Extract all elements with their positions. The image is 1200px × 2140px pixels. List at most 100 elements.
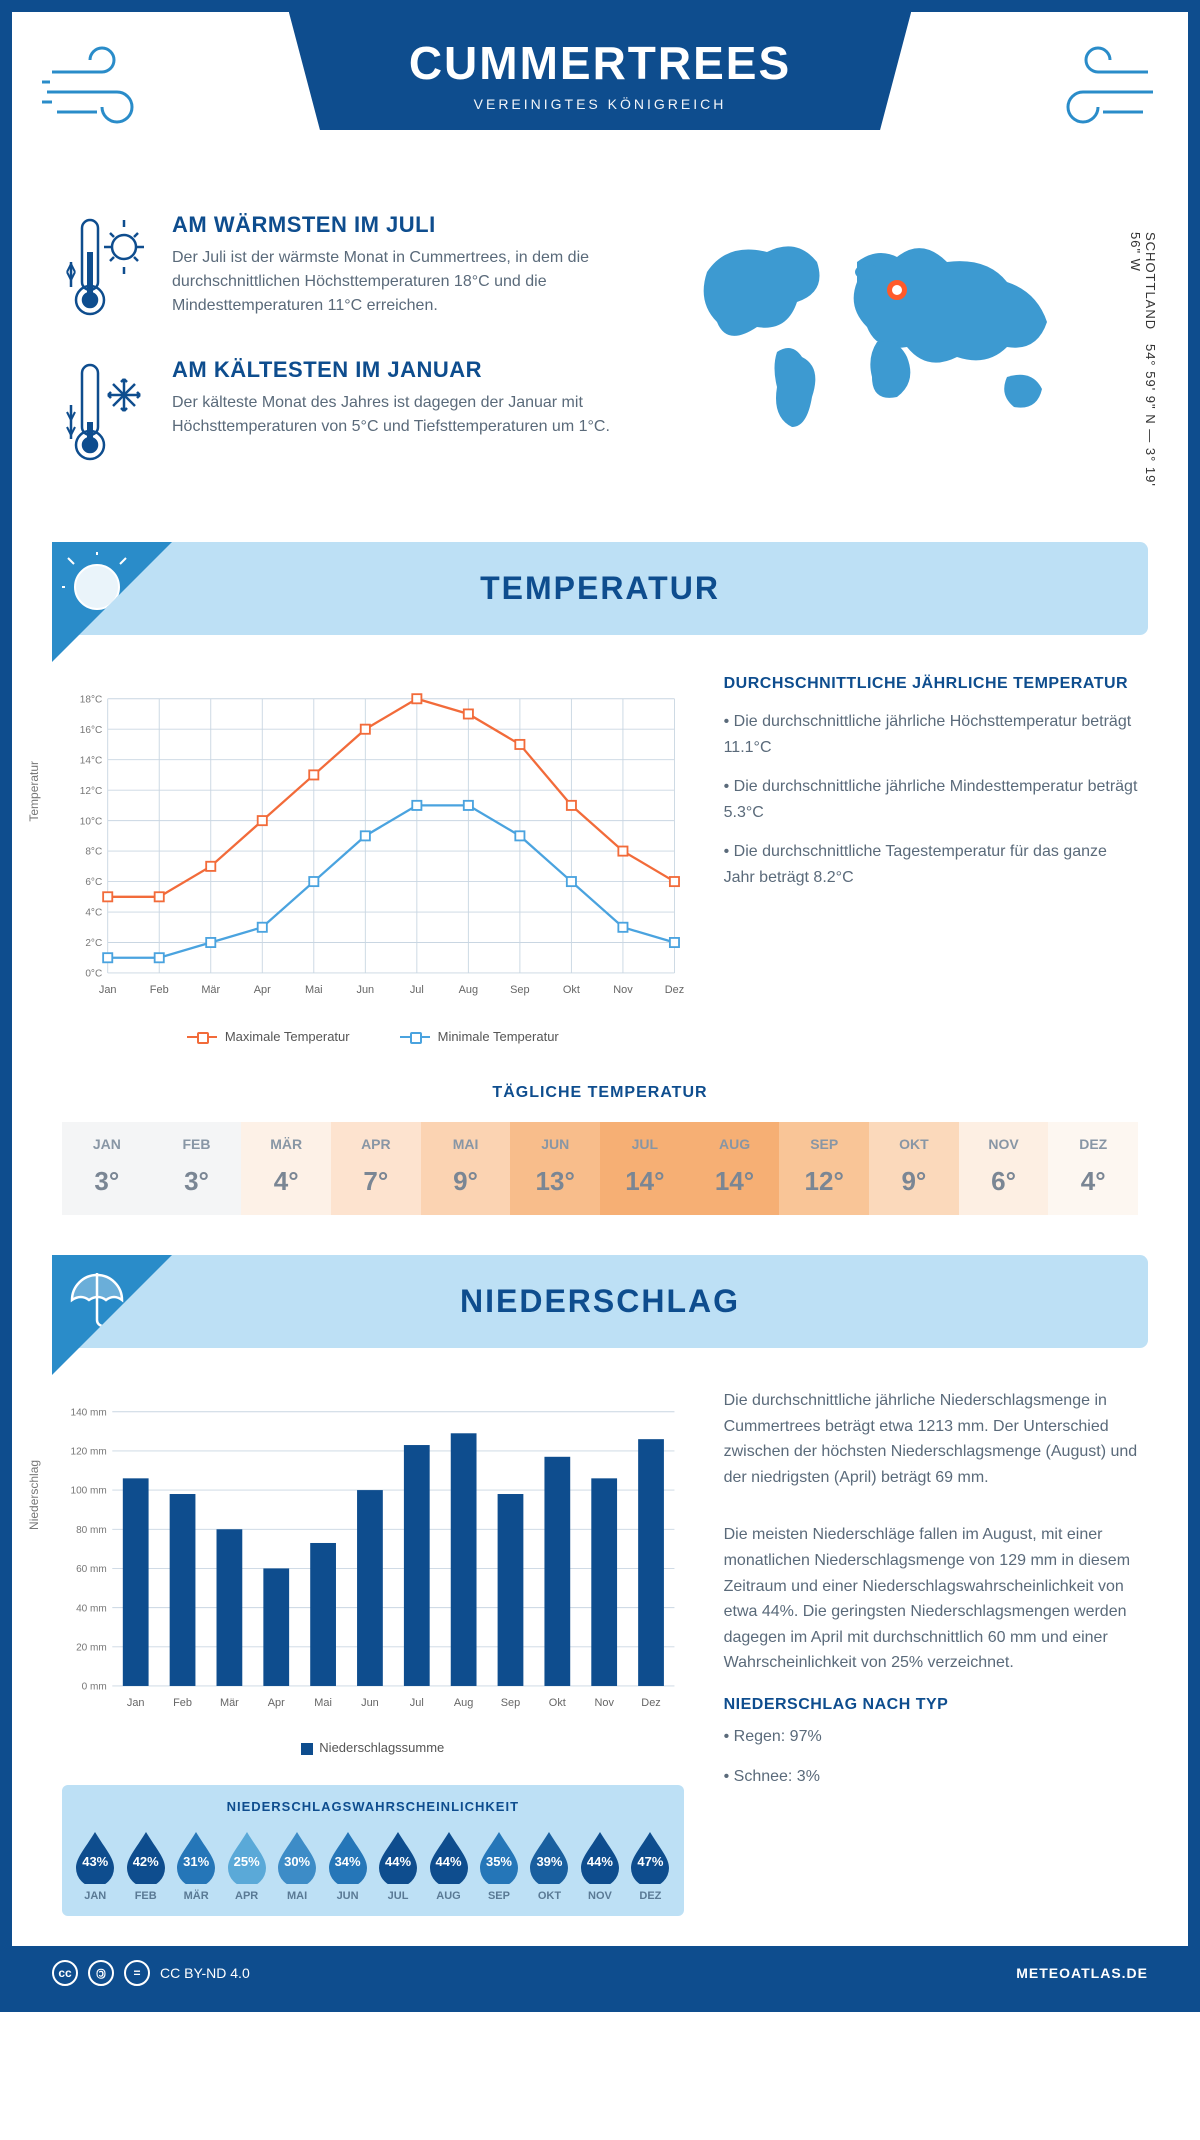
avg-temp-heading: DURCHSCHNITTLICHE JÄHRLICHE TEMPERATUR — [724, 675, 1138, 693]
svg-text:10°C: 10°C — [80, 816, 102, 827]
by-icon: 🄯 — [88, 1960, 114, 1986]
svg-text:40 mm: 40 mm — [76, 1603, 107, 1614]
legend: Maximale Temperatur Minimale Temperatur — [62, 1029, 684, 1044]
svg-text:120 mm: 120 mm — [70, 1447, 106, 1458]
svg-text:0°C: 0°C — [85, 969, 102, 980]
probability-drop: 42%FEB — [122, 1828, 168, 1902]
temperature-line-chart: Temperatur 0°C2°C4°C6°C8°C10°C12°C14°C16… — [62, 675, 684, 1015]
svg-text:140 mm: 140 mm — [70, 1407, 106, 1418]
daily-temp-cell: MÄR4° — [241, 1122, 331, 1215]
svg-text:14°C: 14°C — [80, 755, 102, 766]
svg-text:6°C: 6°C — [85, 877, 102, 888]
daily-temp-cell: MAI9° — [421, 1122, 511, 1215]
daily-temp-cell: FEB3° — [152, 1122, 242, 1215]
svg-text:Nov: Nov — [594, 1697, 614, 1709]
svg-text:Aug: Aug — [454, 1697, 474, 1709]
daily-temp-cell: JUL14° — [600, 1122, 690, 1215]
precip-para1: Die durchschnittliche jährliche Niedersc… — [724, 1388, 1138, 1490]
svg-text:Sep: Sep — [501, 1697, 521, 1709]
svg-text:Okt: Okt — [549, 1697, 566, 1709]
daily-temp-cell: AUG14° — [690, 1122, 780, 1215]
title-ribbon: CUMMERTREES VEREINIGTES KÖNIGREICH — [289, 12, 911, 130]
precip-type-bullet: • Regen: 97% — [724, 1724, 1138, 1750]
svg-text:16°C: 16°C — [80, 725, 102, 736]
daily-temp-cell: OKT9° — [869, 1122, 959, 1215]
precipitation-heading: NIEDERSCHLAG — [52, 1283, 1148, 1320]
daily-temp-cell: JAN3° — [62, 1122, 152, 1215]
probability-drop: 31%MÄR — [173, 1828, 219, 1902]
svg-text:Dez: Dez — [665, 984, 684, 996]
coldest-text: Der kälteste Monat des Jahres ist dagege… — [172, 391, 627, 439]
svg-text:Jun: Jun — [356, 984, 374, 996]
page-subtitle: VEREINIGTES KÖNIGREICH — [409, 96, 791, 112]
page-title: CUMMERTREES — [409, 36, 791, 90]
svg-text:Feb: Feb — [150, 984, 169, 996]
wind-icon-left — [42, 42, 162, 137]
svg-text:Feb: Feb — [173, 1697, 192, 1709]
precip-type-bullet: • Schnee: 3% — [724, 1764, 1138, 1790]
wind-icon-right — [1038, 42, 1158, 137]
svg-text:18°C: 18°C — [80, 694, 102, 705]
svg-text:Dez: Dez — [641, 1697, 660, 1709]
footer: cc 🄯 = CC BY-ND 4.0 METEOATLAS.DE — [12, 1946, 1188, 2000]
svg-text:80 mm: 80 mm — [76, 1525, 107, 1536]
svg-text:60 mm: 60 mm — [76, 1564, 107, 1575]
thermometer-cold-icon — [62, 357, 152, 472]
coldest-fact: AM KÄLTESTEN IM JANUAR Der kälteste Mona… — [62, 357, 627, 472]
daily-temp-cell: SEP12° — [779, 1122, 869, 1215]
precip-para2: Die meisten Niederschläge fallen im Augu… — [724, 1522, 1138, 1676]
temp-bullet: • Die durchschnittliche Tagestemperatur … — [724, 839, 1138, 890]
svg-text:Jan: Jan — [99, 984, 117, 996]
cc-icon: cc — [52, 1960, 78, 1986]
svg-text:12°C: 12°C — [80, 786, 102, 797]
coldest-heading: AM KÄLTESTEN IM JANUAR — [172, 357, 627, 383]
svg-text:Nov: Nov — [613, 984, 633, 996]
svg-text:20 mm: 20 mm — [76, 1642, 107, 1653]
probability-drop: 47%DEZ — [627, 1828, 673, 1902]
svg-text:4°C: 4°C — [85, 908, 102, 919]
svg-text:Okt: Okt — [563, 984, 580, 996]
svg-text:Apr: Apr — [268, 1697, 285, 1709]
svg-text:Aug: Aug — [459, 984, 479, 996]
probability-drop: 44%AUG — [425, 1828, 471, 1902]
daily-temp-cell: JUN13° — [510, 1122, 600, 1215]
svg-text:0 mm: 0 mm — [82, 1682, 107, 1693]
temp-bullet: • Die durchschnittliche jährliche Höchst… — [724, 709, 1138, 760]
warmest-heading: AM WÄRMSTEN IM JULI — [172, 212, 627, 238]
precipitation-bar-chart: Niederschlag 0 mm20 mm40 mm60 mm80 mm100… — [62, 1388, 684, 1728]
probability-drop: 44%JUL — [375, 1828, 421, 1902]
world-map: SCHOTTLAND 54° 59' 9" N — 3° 19' 56" W — [667, 212, 1138, 502]
temperature-banner: TEMPERATUR — [52, 542, 1148, 635]
svg-text:Jun: Jun — [361, 1697, 379, 1709]
daily-temp-cell: DEZ4° — [1048, 1122, 1138, 1215]
infographic-frame: CUMMERTREES VEREINIGTES KÖNIGREICH — [0, 0, 1200, 2012]
probability-drop: 30%MAI — [274, 1828, 320, 1902]
warmest-text: Der Juli ist der wärmste Monat in Cummer… — [172, 246, 627, 318]
bar-legend: Niederschlagssumme — [62, 1740, 684, 1755]
precipitation-body: Niederschlag 0 mm20 mm40 mm60 mm80 mm100… — [12, 1378, 1188, 1946]
svg-text:Apr: Apr — [254, 984, 271, 996]
svg-text:Mai: Mai — [305, 984, 323, 996]
warmest-fact: AM WÄRMSTEN IM JULI Der Juli ist der wär… — [62, 212, 627, 327]
probability-drop: 34%JUN — [324, 1828, 370, 1902]
daily-temp-cell: APR7° — [331, 1122, 421, 1215]
probability-box: NIEDERSCHLAGSWAHRSCHEINLICHKEIT 43%JAN42… — [62, 1785, 684, 1916]
svg-text:8°C: 8°C — [85, 847, 102, 858]
probability-drop: 39%OKT — [526, 1828, 572, 1902]
intro-section: AM WÄRMSTEN IM JULI Der Juli ist der wär… — [12, 192, 1188, 542]
svg-text:Jul: Jul — [410, 1697, 424, 1709]
precip-type-heading: NIEDERSCHLAG NACH TYP — [724, 1696, 1138, 1714]
svg-text:100 mm: 100 mm — [70, 1486, 106, 1497]
daily-temp-cell: NOV6° — [959, 1122, 1049, 1215]
daily-temp-heading: TÄGLICHE TEMPERATUR — [62, 1084, 1138, 1102]
license-text: CC BY-ND 4.0 — [160, 1965, 250, 1981]
svg-text:Mai: Mai — [314, 1697, 332, 1709]
svg-text:Jul: Jul — [410, 984, 424, 996]
svg-text:2°C: 2°C — [85, 938, 102, 949]
svg-text:Jan: Jan — [127, 1697, 145, 1709]
daily-temperature: TÄGLICHE TEMPERATUR JAN3°FEB3°MÄR4°APR7°… — [12, 1074, 1188, 1255]
nd-icon: = — [124, 1960, 150, 1986]
probability-drop: 35%SEP — [476, 1828, 522, 1902]
svg-text:Sep: Sep — [510, 984, 530, 996]
thermometer-hot-icon — [62, 212, 152, 327]
